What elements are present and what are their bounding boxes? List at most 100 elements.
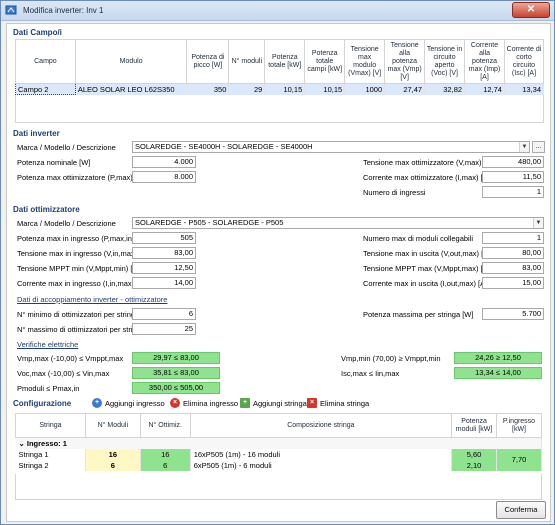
isc-check-value: 13,34 ≤ 14,00 (454, 367, 542, 379)
col-header[interactable]: Potenza totale campi [kW] (304, 39, 346, 84)
ott-right-input[interactable]: 15,00 (482, 277, 544, 289)
ott-left-label: Tensione MPPT min (V,Mppt,min) [V] (17, 264, 140, 273)
ott-right-input[interactable]: 80,00 (482, 247, 544, 259)
col-header[interactable]: Potenza totale [kW] (264, 39, 306, 84)
chevron-down-icon[interactable]: ▼ (519, 142, 529, 152)
col-header[interactable]: Potenza moduli [kW] (451, 413, 497, 438)
inverter-model-select[interactable]: SOLAREDGE - SE4000H - SOLAREDGE - SE4000… (132, 141, 530, 153)
add-input-button[interactable]: + Aggiungi ingresso (92, 398, 165, 408)
delete-input-label: Elimina ingresso (183, 398, 239, 408)
voc-check-label: Voc,max (-10,00) ≤ Vin,max (17, 369, 110, 378)
col-header[interactable]: N° moduli (228, 39, 266, 84)
max-ottimizzatori-label: N° massimo di ottimizzatori per stringa (17, 325, 146, 334)
table-row[interactable]: Campo 2 ALEO SOLAR LEO L62S350 350 29 10… (15, 83, 545, 95)
delete-string-icon: × (307, 398, 317, 408)
config-table-empty-area (15, 474, 542, 500)
ott-right-input[interactable]: 83,00 (482, 262, 544, 274)
table-cell: 12,74 (464, 83, 505, 95)
min-ottimizzatori-input[interactable]: 6 (132, 308, 196, 320)
col-header[interactable]: Corrente alla potenza max (Imp) [A] (464, 39, 505, 84)
confirm-button[interactable]: Conferma (496, 501, 546, 519)
ott-left-input[interactable]: 83,00 (132, 247, 196, 259)
ott-left-input[interactable]: 12,50 (132, 262, 196, 274)
delete-icon: × (170, 398, 180, 408)
chevron-down-icon[interactable]: ⌄ (18, 438, 25, 448)
potenza-stringa-label: Potenza massima per stringa [W] (363, 310, 474, 319)
col-header[interactable]: N° Ottimiz. (139, 413, 191, 438)
inverter-browse-button[interactable]: ... (532, 141, 545, 153)
col-header[interactable]: Tensione in circuito aperto (Voc) [V] (424, 39, 466, 84)
vmpmin-check-label: Vmp,min (70,00) ≥ Vmppt,min (341, 354, 441, 363)
col-header[interactable]: Potenza di picco [W] (186, 39, 230, 84)
col-header[interactable]: Tensione alla potenza max (Vmp) [V] (384, 39, 426, 84)
potenza-max-input[interactable]: 8.000 (132, 171, 196, 183)
ott-right-label: Tensione max in uscita (V,out,max) [V] (363, 249, 491, 258)
add-string-label: Aggiungi stringa (253, 398, 307, 408)
add-string-icon: + (240, 398, 250, 408)
pmod-check-value: 350,00 ≤ 505,00 (132, 382, 220, 394)
potenza-moduli-cell: 5,60 (451, 448, 497, 460)
table-cell: 29 (228, 83, 266, 95)
group-label: Ingresso: 1 (26, 438, 67, 448)
table-cell: 10,15 (304, 83, 346, 95)
title-bar: Modifica inverter: Inv 1 ✕ (1, 1, 554, 21)
col-header[interactable]: Tensione max modulo (Vmax) [V] (344, 39, 386, 84)
tensione-max-input[interactable]: 480,00 (482, 156, 544, 168)
min-ottimizzatori-label: N° minimo di ottimizzatori per stringa (17, 310, 140, 319)
ingressi-input[interactable]: 1 (482, 186, 544, 198)
config-table: Stringa N° Moduli N° Ottimiz. Composizio… (15, 413, 542, 471)
potenza-moduli-cell: 2,10 (451, 459, 497, 471)
table-row[interactable]: Stringa 1 16 16 16xP505 (1m) - 16 moduli… (15, 448, 542, 471)
ott-left-input[interactable]: 505 (132, 232, 196, 244)
add-string-button[interactable]: + Aggiungi stringa (240, 398, 307, 408)
group-row[interactable]: ⌄ Ingresso: 1 (15, 437, 542, 449)
voc-check-value: 35,81 ≤ 83,00 (132, 367, 220, 379)
table-row[interactable]: Stringa 2 6 6 6xP505 (1m) - 6 moduli 2,1… (15, 459, 542, 471)
col-header[interactable]: P.ingresso [kW] (496, 413, 542, 438)
potenza-stringa-input[interactable]: 5.700 (482, 308, 544, 320)
ottimiz-cell: 6 (140, 459, 191, 471)
col-header[interactable]: N° Moduli (84, 413, 141, 438)
ottimizzatore-model-select[interactable]: SOLAREDGE - P505 - SOLAREDGE - P505 ▼ (132, 217, 544, 229)
inverter-section-title: Dati inverter (13, 129, 60, 138)
col-header[interactable]: Campo (15, 39, 76, 84)
max-ottimizzatori-input[interactable]: 25 (132, 323, 196, 335)
p-ingresso-cell: 7,70 (496, 448, 542, 471)
ottimizzatore-model-value: SOLAREDGE - P505 - SOLAREDGE - P505 (135, 218, 284, 227)
col-header[interactable]: Stringa (15, 413, 86, 438)
col-header[interactable]: Modulo (74, 39, 188, 84)
corrente-max-input[interactable]: 11,50 (482, 171, 544, 183)
col-header[interactable]: Composizione stringa (189, 413, 453, 438)
verifiche-title: Verifiche elettriche (17, 340, 79, 349)
pmod-check-label: Pmoduli ≤ Pmax,in (17, 384, 80, 393)
app-icon (5, 5, 17, 15)
delete-string-label: Elimina stringa (320, 398, 370, 408)
ingressi-label: Numero di ingressi (363, 188, 426, 197)
accoppiamento-title: Dati di accoppiamento inverter - ottimiz… (17, 295, 168, 304)
config-section-title: Configurazione (13, 399, 72, 408)
group-cell: ⌄ Ingresso: 1 (15, 437, 542, 449)
moduli-cell[interactable]: 16 (85, 448, 141, 460)
moduli-cell[interactable]: 6 (85, 459, 141, 471)
ott-left-label: Corrente max in ingresso (I,in,max) [A] (17, 279, 146, 288)
composizione-cell: 6xP505 (1m) - 6 moduli (190, 459, 453, 471)
delete-string-button[interactable]: × Elimina stringa (307, 398, 369, 408)
ott-left-label: Tensione max in ingresso (V,in,max) [V] (17, 249, 149, 258)
string-name: Stringa 1 (15, 448, 86, 460)
chevron-down-icon[interactable]: ▼ (533, 218, 543, 228)
table-cell: 1000 (344, 83, 386, 95)
table-cell: ALEO SOLAR LEO L62S350 (75, 83, 188, 95)
ott-right-label: Corrente max in uscita (I,out,max) [A] (363, 279, 488, 288)
corrente-max-label: Corrente max ottimizzatore (I,max) [A] (363, 173, 490, 182)
ott-right-input[interactable]: 1 (482, 232, 544, 244)
ottimizzatore-brand-label: Marca / Modello / Descrizione (17, 219, 116, 228)
campo-table: Campo Modulo Potenza di picco [W] N° mod… (15, 39, 545, 95)
table-cell: 27,47 (384, 83, 426, 95)
close-button[interactable]: ✕ (512, 2, 550, 18)
col-header[interactable]: Corrente di corto circuito (Isc) [A] (503, 39, 545, 84)
delete-input-button[interactable]: × Elimina ingresso (170, 398, 238, 408)
ott-left-input[interactable]: 14,00 (132, 277, 196, 289)
potenza-nominale-input[interactable]: 4.000 (132, 156, 196, 168)
inverter-model-value: SOLAREDGE - SE4000H - SOLAREDGE - SE4000… (135, 142, 313, 151)
